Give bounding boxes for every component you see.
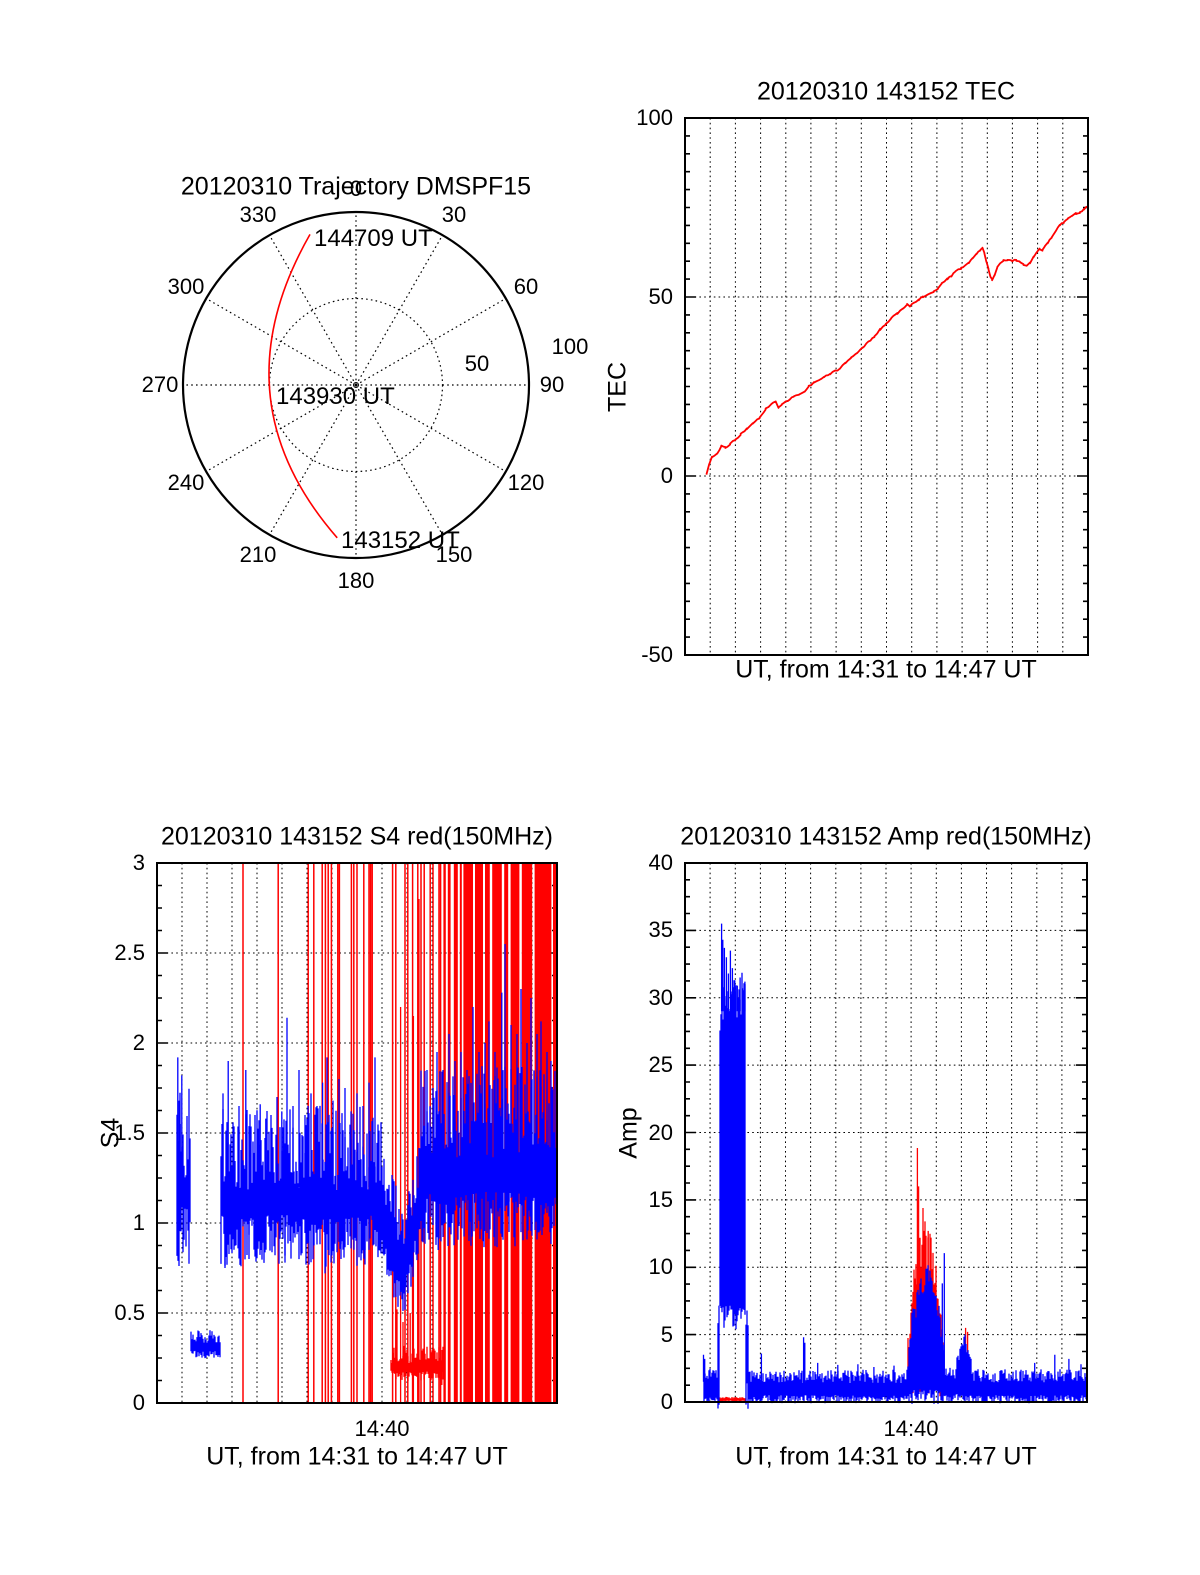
amp-y-tick-label-0: 0 <box>660 1389 673 1414</box>
satellite-trajectory-line <box>268 234 338 539</box>
signal-band <box>390 1345 444 1381</box>
s4-y-tick-label-3: 3 <box>132 850 145 875</box>
s4-y-tick-label-1: 1 <box>132 1210 145 1235</box>
polar-plot <box>181 210 531 560</box>
polar-azimuth-label-120: 120 <box>507 470 545 495</box>
trajectory-annotation-143930: 143930 UT <box>276 383 395 410</box>
tec-curve <box>705 205 1089 475</box>
tec-plot-title: 20120310 143152 TEC <box>756 77 1016 106</box>
signal-band <box>176 1066 558 1359</box>
polar-azimuth-label-210: 210 <box>239 542 277 567</box>
polar-azimuth-label-30: 30 <box>441 202 467 227</box>
polar-azimuth-label-180: 180 <box>337 568 375 593</box>
polar-plot-title: 20120310 Trajectory DMSPF15 <box>180 172 532 201</box>
polar-azimuth-label-60: 60 <box>513 274 539 299</box>
tec-axes-box <box>684 117 1089 656</box>
s4-y-tick-label-2: 2 <box>132 1030 145 1055</box>
s4-plot <box>156 862 558 1404</box>
polar-azimuth-label-270: 270 <box>141 372 179 397</box>
amp-gridlines <box>685 863 1087 1402</box>
s4-y-tick-label-1.5: 1.5 <box>114 1120 145 1145</box>
tec-gridlines <box>685 118 1088 655</box>
polar-radial-label-50: 50 <box>464 351 490 376</box>
polar-azimuth-label-240: 240 <box>167 470 205 495</box>
tec-y-tick-label-0: 0 <box>660 463 673 488</box>
amp-y-axis-label: Amp <box>614 1107 643 1159</box>
amp-y-tick-label-40: 40 <box>648 850 673 875</box>
signal-band <box>703 972 1088 1409</box>
s4-plot-title: 20120310 143152 S4 red(150MHz) <box>161 822 553 851</box>
polar-azimuth-label-330: 330 <box>239 202 277 227</box>
tec-y-tick-label-100: 100 <box>636 105 673 130</box>
amp-y-tick-label-10: 10 <box>648 1254 673 1279</box>
tec-y-axis-label: TEC <box>603 362 632 412</box>
signal-spikes <box>702 923 1082 1386</box>
s4-y-tick-label-0.5: 0.5 <box>114 1300 145 1325</box>
s4-x-axis-label: UT, from 14:31 to 14:47 UT <box>206 1442 508 1471</box>
trajectory-annotation-143152: 143152 UT <box>341 527 460 554</box>
amp-y-tick-label-5: 5 <box>660 1322 673 1347</box>
s4-axes-box <box>156 862 558 1404</box>
amp-x-tick-label: 14:40 <box>883 1416 939 1441</box>
polar-azimuth-label-0: 0 <box>349 176 363 201</box>
polar-radial-label-100: 100 <box>551 334 589 359</box>
polar-azimuth-label-150: 150 <box>435 542 473 567</box>
amp-plot <box>684 862 1088 1409</box>
amp-y-tick-label-35: 35 <box>648 917 673 942</box>
s4-x-tick-label: 14:40 <box>354 1416 410 1441</box>
polar-center-marker <box>353 382 359 388</box>
polar-azimuth-label-90: 90 <box>539 372 565 397</box>
polar-outer-circle <box>181 210 531 560</box>
amp-x-axis-label: UT, from 14:31 to 14:47 UT <box>735 1442 1037 1471</box>
tec-y-tick-label-50: 50 <box>648 284 673 309</box>
tec-y-tick-label--50: -50 <box>641 642 673 667</box>
signal-spikes <box>177 944 552 1274</box>
polar-azimuth-label-300: 300 <box>167 274 205 299</box>
tec-x-axis-label: UT, from 14:31 to 14:47 UT <box>735 655 1037 684</box>
trajectory-annotation-144709: 144709 UT <box>314 225 433 252</box>
amp-y-tick-label-25: 25 <box>648 1052 673 1077</box>
s4-y-tick-label-2.5: 2.5 <box>114 940 145 965</box>
tec-plot <box>684 117 1089 656</box>
amp-y-tick-label-20: 20 <box>648 1120 673 1145</box>
amp-axes-box <box>684 862 1088 1403</box>
s4-y-tick-label-0: 0 <box>132 1390 145 1415</box>
amp-y-tick-label-15: 15 <box>648 1187 673 1212</box>
amp-y-tick-label-30: 30 <box>648 985 673 1010</box>
polar-50-ring <box>268 297 444 473</box>
amp-plot-title: 20120310 143152 Amp red(150MHz) <box>680 822 1092 851</box>
